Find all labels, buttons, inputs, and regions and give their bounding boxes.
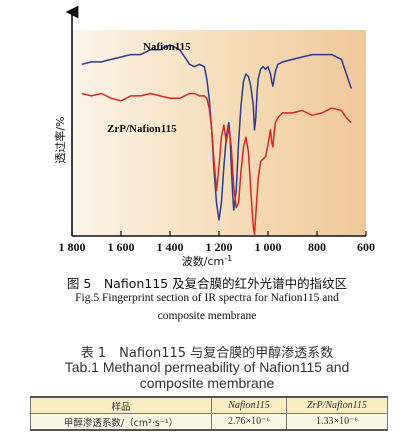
x-axis-label-text: 波数/cm [182,255,224,268]
value-zrp-nafion115: 1.33×10⁻⁶ [285,413,389,430]
x-tick-label: 1 400 [157,240,184,254]
row-label-methanol-permeability: 甲醇渗透系数/（cm²·s⁻¹） [29,413,213,430]
x-tick-label: 1 600 [108,240,135,254]
plot-background [72,30,366,236]
x-tick-label: 1 800 [59,240,86,254]
ir-spectra-chart: 1 800 1 600 1 400 1 200 1 000 800 600 Nafion11… [53,5,375,268]
y-axis-label: 透过率/% [53,116,67,163]
series-label-zrp-nafion115: ZrP/Nafion115 [107,123,177,135]
series-line-zrp-nafion115 [81,92,352,236]
x-axis-label-sup: -1 [224,254,232,263]
x-tick-label: 600 [357,240,375,254]
x-tick-label: 1 000 [255,240,282,254]
x-axis-label: 波数/cm-1 [182,254,232,268]
value-nafion115: 2.76×10⁻⁶ [211,413,287,430]
figure-caption-en-line2: composite membrane [157,310,257,322]
x-tick-label: 800 [308,240,326,254]
header-sample: 样品 [29,397,213,414]
table-title-en-line2: composite membrane [139,375,275,391]
table-title-en-line1: Tab.1 Methanol permeability of Nafion115… [64,359,350,375]
table-header-row: 样品 Nafion115 ZrP/Nafion115 [29,397,389,414]
header-zrp-nafion115: ZrP/Nafion115 [285,397,389,414]
series-label-nafion115: Nafion115 [143,41,191,53]
header-nafion115: Nafion115 [211,397,287,414]
figure-caption-en-line1: Fig.5 Fingerprint section of IR spectra … [75,292,339,304]
x-tick-label: 1 200 [206,240,233,254]
table-title-cn: 表 1 Nafion115 与复合膜的甲醇渗透系数 [80,346,334,361]
figure-caption-cn: 图 5 Nafion115 及复合膜的红外光谱中的指纹区 [66,276,348,291]
permeability-table: 样品 Nafion115 ZrP/Nafion115 甲醇渗透系数/（cm²·s… [29,396,389,431]
table-row: 甲醇渗透系数/（cm²·s⁻¹） 2.76×10⁻⁶ 1.33×10⁻⁶ [29,413,389,430]
